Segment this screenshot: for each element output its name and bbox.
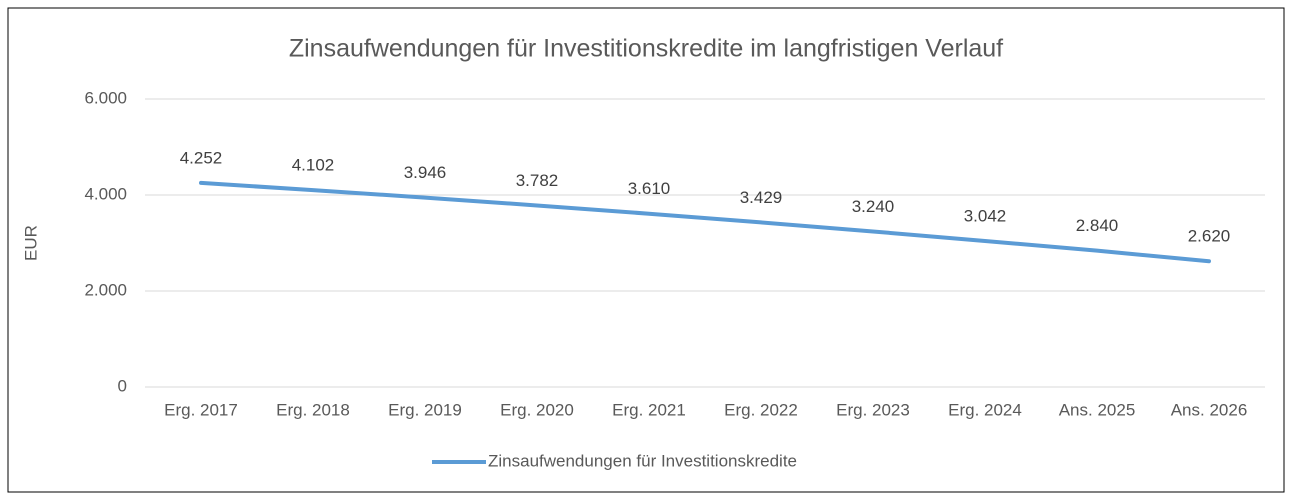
y-axis-label: EUR	[21, 225, 40, 261]
data-label: 3.946	[404, 163, 447, 182]
x-tick-label: Erg. 2017	[164, 400, 238, 419]
x-tick-label: Erg. 2023	[836, 400, 910, 419]
x-tick-label: Ans. 2025	[1059, 400, 1136, 419]
x-tick-label: Ans. 2026	[1171, 400, 1248, 419]
x-tick-label: Erg. 2021	[612, 400, 686, 419]
data-label: 3.042	[964, 206, 1007, 225]
legend-label: Zinsaufwendungen für Investitionskredite	[488, 451, 797, 470]
x-tick-label: Erg. 2018	[276, 400, 350, 419]
y-tick-label: 2.000	[84, 280, 127, 299]
x-tick-label: Erg. 2020	[500, 400, 574, 419]
data-label: 3.782	[516, 171, 559, 190]
data-label: 3.610	[628, 179, 671, 198]
data-label: 4.102	[292, 156, 335, 175]
x-tick-label: Erg. 2019	[388, 400, 462, 419]
data-line	[199, 180, 1211, 264]
y-tick-label: 6.000	[84, 88, 127, 107]
data-label: 2.620	[1188, 227, 1231, 246]
data-label: 4.252	[180, 148, 223, 167]
chart-title: Zinsaufwendungen für Investitionskredite…	[289, 35, 1003, 63]
x-tick-label: Erg. 2022	[724, 400, 798, 419]
data-label: 2.840	[1076, 216, 1119, 235]
data-label: 3.429	[740, 188, 783, 207]
y-tick-label: 0	[118, 376, 127, 395]
data-label: 3.240	[852, 197, 895, 216]
y-tick-label: 4.000	[84, 184, 127, 203]
x-tick-label: Erg. 2024	[948, 400, 1022, 419]
